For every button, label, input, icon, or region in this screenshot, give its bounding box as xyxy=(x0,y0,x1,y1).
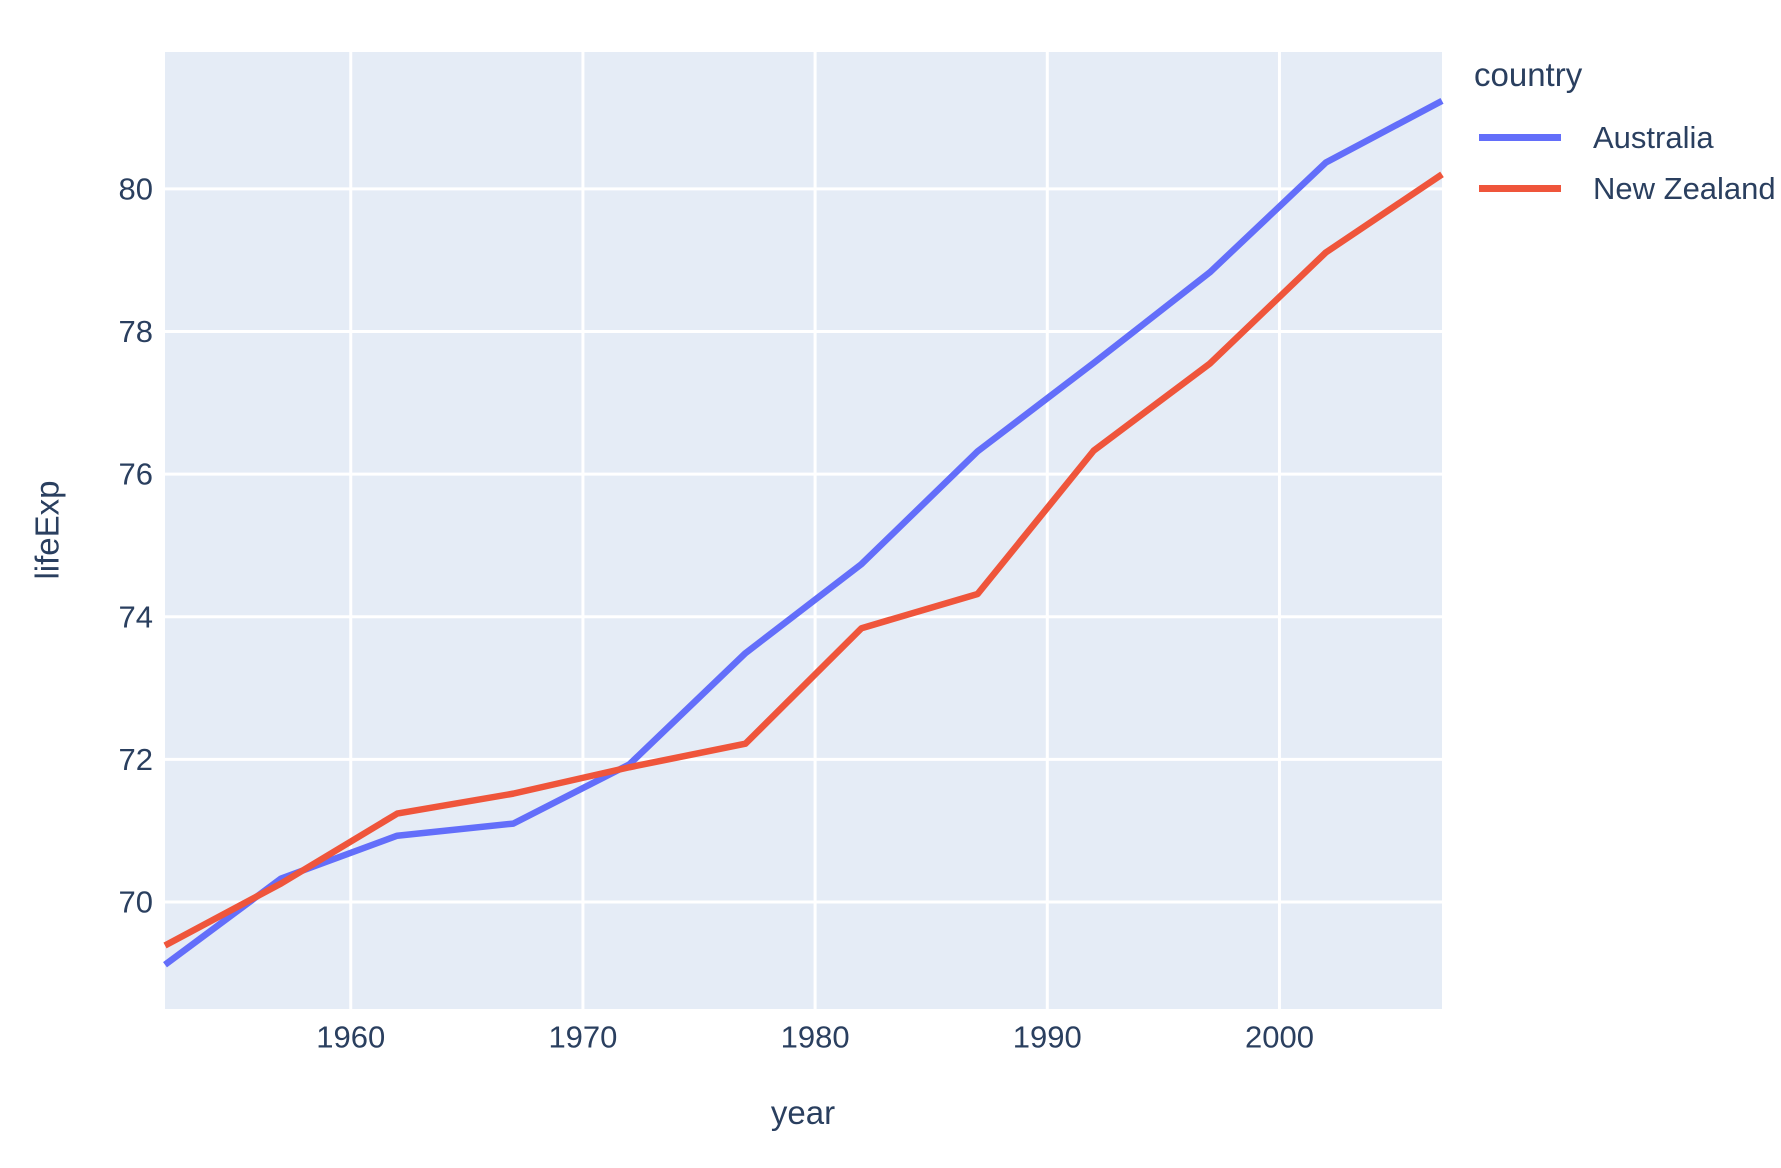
x-axis-title: year xyxy=(770,1094,836,1131)
legend-label-australia: Australia xyxy=(1593,119,1714,155)
legend-label-new-zealand: New Zealand xyxy=(1593,170,1776,206)
x-tick-1990: 1990 xyxy=(1013,1020,1082,1055)
y-tick-70: 70 xyxy=(119,885,153,920)
x-tick-1960: 1960 xyxy=(316,1020,385,1055)
x-tick-2000: 2000 xyxy=(1245,1020,1314,1055)
series-line-australia[interactable] xyxy=(163,97,1444,968)
legend-title: country xyxy=(1474,56,1583,93)
y-axis-title: lifeExp xyxy=(28,480,66,580)
legend-swatch-new-zealand xyxy=(1479,185,1561,192)
legend-item-new-zealand[interactable]: New Zealand xyxy=(1460,163,1780,214)
legend-item-australia[interactable]: Australia xyxy=(1460,112,1780,163)
y-tick-80: 80 xyxy=(119,171,153,206)
legend-items: Australia New Zealand xyxy=(1460,112,1780,214)
series-line-new-zealand[interactable] xyxy=(163,171,1444,949)
y-tick-74: 74 xyxy=(119,599,153,634)
legend-swatch-australia xyxy=(1479,134,1561,141)
y-tick-78: 78 xyxy=(119,314,153,349)
legend: country Australia New Zealand xyxy=(1460,56,1780,214)
y-tick-76: 76 xyxy=(119,457,153,492)
plot-background[interactable] xyxy=(165,52,1442,1009)
x-tick-1970: 1970 xyxy=(548,1020,617,1055)
y-tick-72: 72 xyxy=(119,742,153,777)
x-tick-1980: 1980 xyxy=(781,1020,850,1055)
